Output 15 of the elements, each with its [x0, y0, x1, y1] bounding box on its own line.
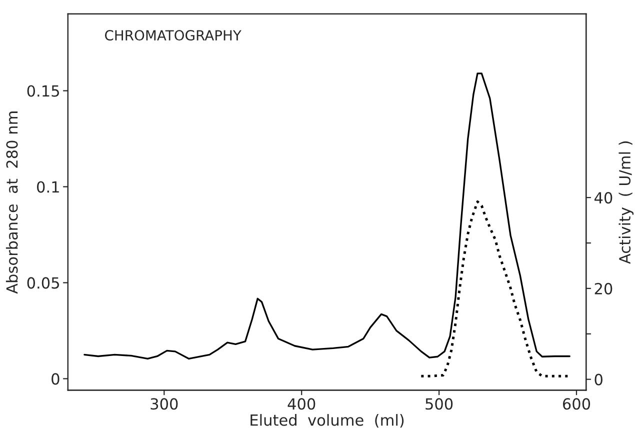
y2-tick-label: 40 [594, 192, 612, 204]
y-tick-label: 0.15 [27, 85, 59, 97]
y2-axis-title: Activity ( U/ml ) [618, 141, 634, 264]
x-axis-title: Eluted volume (ml) [250, 414, 404, 428]
y2-tick-label: 20 [594, 282, 612, 294]
text: CHROMATOGRAPHY [104, 30, 242, 41]
x-tick-label: 400 [288, 398, 316, 410]
x-tick-label: 500 [426, 398, 453, 410]
y-axis-title: Absorbance at 280 nm [6, 112, 18, 294]
y2-tick-label: 0 [594, 374, 602, 386]
x-tick-label: 600 [562, 398, 590, 410]
y-tick-label: 0.05 [27, 277, 59, 289]
y-tick-label: 0 [52, 373, 60, 385]
x-tick-label: 300 [150, 398, 178, 410]
y-tick-label: 0.1 [37, 181, 59, 193]
